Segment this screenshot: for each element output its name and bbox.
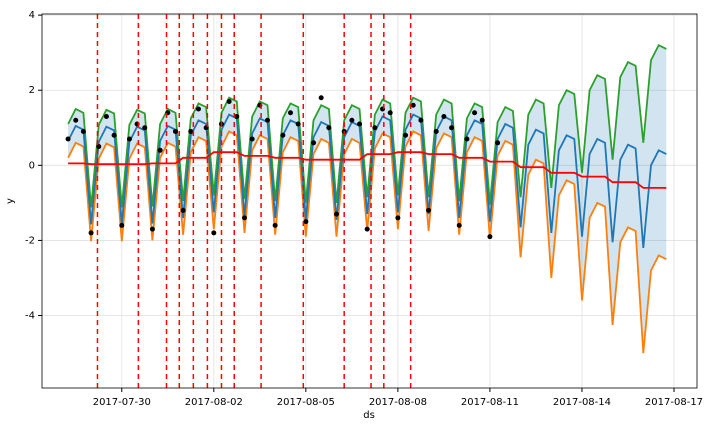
data-point [264,117,270,123]
data-point [249,136,255,142]
x-tick-label: 2017-07-30 [93,397,151,408]
data-point [234,114,240,120]
data-point [479,117,485,123]
upper-line [67,44,667,208]
data-point [172,129,178,135]
x-tick-label: 2017-08-05 [277,397,335,408]
data-point [395,215,401,221]
data-point [441,114,447,120]
data-point [73,117,79,123]
data-point [318,95,324,101]
data-point [295,121,301,127]
data-point [241,215,247,221]
data-point [96,144,102,150]
data-point [65,136,71,142]
data-point [288,110,294,116]
data-point [211,230,217,236]
data-point [280,132,286,138]
y-axis-label: y [5,198,16,204]
data-point [303,219,309,225]
data-point [88,230,94,236]
data-point [126,136,132,142]
data-point [180,207,186,213]
x-tick-label: 2017-08-11 [461,397,519,408]
data-point [372,125,378,131]
series-line [67,113,667,248]
x-tick-label: 2017-08-17 [645,397,703,408]
data-point [119,222,125,228]
data-point [157,147,163,153]
data-point [487,234,493,240]
data-point [188,129,194,135]
data-point [103,114,109,120]
y-tick-label: 4 [29,10,35,21]
data-point [464,136,470,142]
x-tick-label: 2017-08-08 [369,397,427,408]
data-point [456,222,462,228]
data-point [195,106,201,112]
data-point [426,207,432,213]
data-point [472,110,478,116]
data-point [495,140,501,146]
data-point [226,98,232,104]
y-tick-label: 2 [29,85,35,96]
data-point [272,222,278,228]
y-tick-label: -2 [25,235,35,246]
data-point [357,121,363,127]
y-tick-label: -4 [25,311,35,322]
data-point [142,125,148,131]
data-point [334,211,340,217]
data-point [311,140,317,146]
data-point [364,226,370,232]
data-point [403,132,409,138]
x-tick-label: 2017-08-14 [553,397,611,408]
data-point [433,129,439,135]
x-axis-label: ds [363,410,375,421]
data-point [149,226,155,232]
data-point [349,117,355,123]
data-point [326,125,332,131]
data-point [80,129,86,135]
plot-frame [41,13,698,389]
data-point [387,110,393,116]
data-point [111,132,117,138]
data-point [410,102,416,108]
data-point [418,117,424,123]
x-tick-label: 2017-08-02 [185,397,243,408]
uncertainty-band [68,45,667,354]
series-line [68,151,667,189]
y-tick-label: 0 [29,160,35,171]
data-point [449,125,455,131]
